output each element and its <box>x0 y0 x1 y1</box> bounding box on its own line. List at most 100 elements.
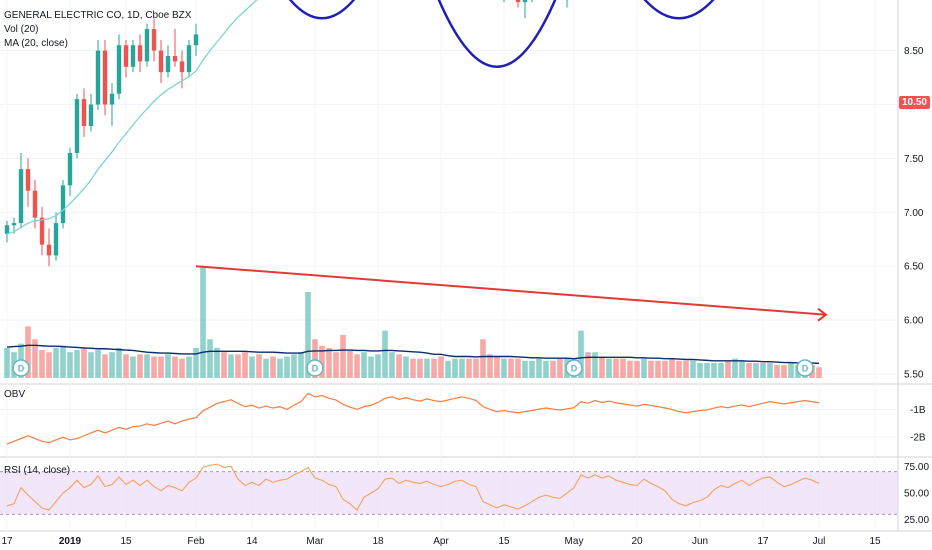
volume-bar <box>389 352 395 378</box>
volume-bar <box>634 360 640 378</box>
volume-bar <box>53 347 59 378</box>
candle-body <box>11 223 17 226</box>
volume-bar <box>340 335 346 378</box>
candle-body <box>88 104 94 127</box>
price-tick-label: 8.50 <box>904 46 924 57</box>
candle-body <box>53 223 59 256</box>
volume-bar <box>494 356 500 378</box>
ma-legend[interactable]: MA (20, close) <box>4 38 68 49</box>
dividend-marker-label: D <box>802 364 809 374</box>
volume-legend[interactable]: Vol (20) <box>4 24 39 35</box>
dividend-marker-label: D <box>18 364 25 374</box>
volume-bar <box>298 352 304 378</box>
volume-bar <box>319 345 325 378</box>
volume-bar <box>221 352 227 378</box>
volume-bar <box>704 362 710 378</box>
price-tick-label: 6.00 <box>904 316 924 327</box>
price-tick-label: 5.50 <box>904 370 924 381</box>
volume-bar <box>165 354 171 378</box>
volume-bar <box>599 356 605 378</box>
time-tick-label: May <box>565 536 584 547</box>
cup-pattern-arc <box>288 0 356 20</box>
cup-pattern-arc <box>437 0 557 69</box>
volume-bar <box>375 354 381 378</box>
volume-bar <box>543 360 549 378</box>
volume-bar <box>137 354 143 378</box>
time-tick-label: 20 <box>631 536 643 547</box>
volume-bar <box>102 354 108 378</box>
obv-tick-label: -1B <box>910 405 926 416</box>
candle-body <box>137 45 143 62</box>
volume-bar <box>592 352 598 378</box>
volume-bar <box>522 360 528 378</box>
volume-bar <box>732 358 738 378</box>
volume-bar <box>515 358 521 378</box>
volume-bar <box>354 354 360 378</box>
volume-bar <box>4 347 10 378</box>
time-tick-label: 15 <box>498 536 510 547</box>
candle-body <box>60 185 66 224</box>
candle-body <box>46 244 52 256</box>
volume-bar <box>760 362 766 378</box>
volume-bar <box>207 339 213 378</box>
volume-bar <box>466 358 472 378</box>
candle-body <box>165 55 171 73</box>
volume-bar <box>753 362 759 378</box>
candle-body <box>522 0 528 3</box>
volume-bar <box>396 354 402 378</box>
volume-bar <box>256 354 262 378</box>
volume-bar <box>424 358 430 378</box>
volume-bar <box>655 360 661 378</box>
volume-bar <box>158 356 164 378</box>
volume-bar <box>333 352 339 378</box>
volume-bar <box>557 358 563 378</box>
volume-bar <box>711 362 717 378</box>
volume-bar <box>403 356 409 378</box>
volume-bar <box>200 266 206 378</box>
volume-bar <box>417 358 423 378</box>
volume-bar <box>25 326 31 378</box>
candle-body <box>151 29 157 51</box>
volume-bar <box>60 345 66 378</box>
volume-bar <box>438 356 444 378</box>
volume-bar <box>382 330 388 378</box>
volume-bar <box>473 358 479 378</box>
volume-bar <box>46 352 52 378</box>
volume-bar <box>662 360 668 378</box>
volume-bar <box>718 362 724 378</box>
volume-bar <box>676 360 682 378</box>
volume-bar <box>116 347 122 378</box>
candle-body <box>116 45 122 94</box>
volume-bar <box>529 360 535 378</box>
obv-line <box>6 392 820 445</box>
volume-bar <box>270 356 276 378</box>
rsi-band <box>0 471 898 515</box>
price-tick-label: 6.50 <box>904 262 924 273</box>
rsi-legend[interactable]: RSI (14, close) <box>4 465 71 476</box>
volume-bar <box>767 362 773 378</box>
volume-bar <box>88 352 94 378</box>
rsi-line <box>6 463 820 511</box>
volume-bar <box>326 347 332 378</box>
obv-legend[interactable]: OBV <box>4 389 26 400</box>
volume-bar <box>81 347 87 378</box>
time-tick-label: Jul <box>813 536 826 547</box>
candle-body <box>144 29 150 62</box>
dividend-marker-icon <box>565 359 583 377</box>
volume-bar <box>816 367 822 378</box>
volume-bar <box>305 292 311 378</box>
candle-body <box>95 50 101 105</box>
candle-body <box>193 34 199 46</box>
volume-bar <box>452 358 458 378</box>
volume-bar <box>312 339 318 378</box>
volume-bar <box>130 356 136 378</box>
volume-bar <box>144 354 150 378</box>
symbol-legend[interactable]: GENERAL ELECTRIC CO, 1D, Cboe BZX <box>4 10 192 21</box>
volume-bar <box>214 347 220 378</box>
candle-body <box>123 45 129 67</box>
volume-bar <box>550 360 556 378</box>
volume-bar <box>739 360 745 378</box>
volume-bar <box>39 350 45 378</box>
